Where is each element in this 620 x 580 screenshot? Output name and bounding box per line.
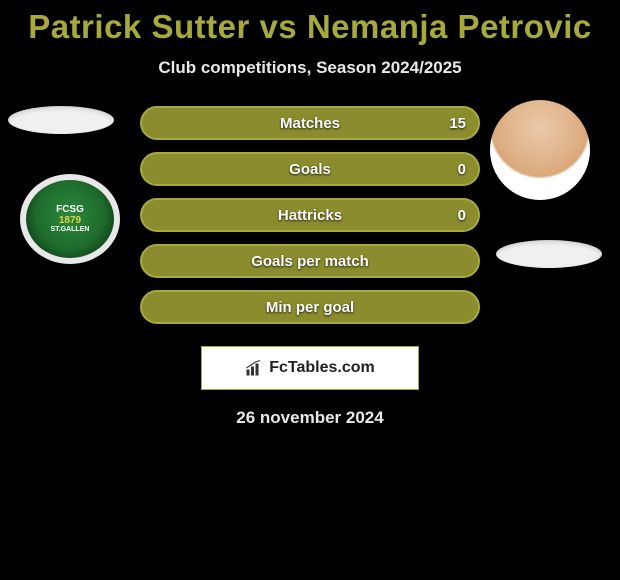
stats-container: FCSG 1879 ST.GALLEN Matches 15 Goals 0 H… [0,106,620,428]
watermark-box: FcTables.com [201,346,419,390]
right-club-placeholder [496,240,602,268]
left-club-badge: FCSG 1879 ST.GALLEN [20,174,120,264]
stat-label: Goals [289,161,331,178]
stat-rows: Matches 15 Goals 0 Hattricks 0 Goals per… [140,106,480,324]
right-player-avatar [490,100,590,200]
stat-label: Hattricks [278,207,342,224]
bar-chart-icon [245,359,263,377]
stat-row-min-per-goal: Min per goal [140,290,480,324]
club-text-year: 1879 [51,215,90,226]
stat-label: Matches [280,115,340,132]
page-title: Patrick Sutter vs Nemanja Petrovic [0,0,620,46]
left-player-placeholder [8,106,114,134]
stat-right-value: 0 [458,161,466,178]
stat-row-hattricks: Hattricks 0 [140,198,480,232]
stat-label: Goals per match [251,253,369,270]
watermark-text: FcTables.com [269,359,375,377]
stat-right-value: 0 [458,207,466,224]
stat-row-goals: Goals 0 [140,152,480,186]
club-text-top: FCSG [51,204,90,215]
stat-label: Min per goal [266,299,354,316]
subtitle: Club competitions, Season 2024/2025 [0,58,620,78]
stat-row-matches: Matches 15 [140,106,480,140]
stat-right-value: 15 [449,115,466,132]
date-text: 26 november 2024 [0,408,620,428]
club-text-bottom: ST.GALLEN [51,226,90,234]
left-club-text: FCSG 1879 ST.GALLEN [51,204,90,234]
stat-row-goals-per-match: Goals per match [140,244,480,278]
